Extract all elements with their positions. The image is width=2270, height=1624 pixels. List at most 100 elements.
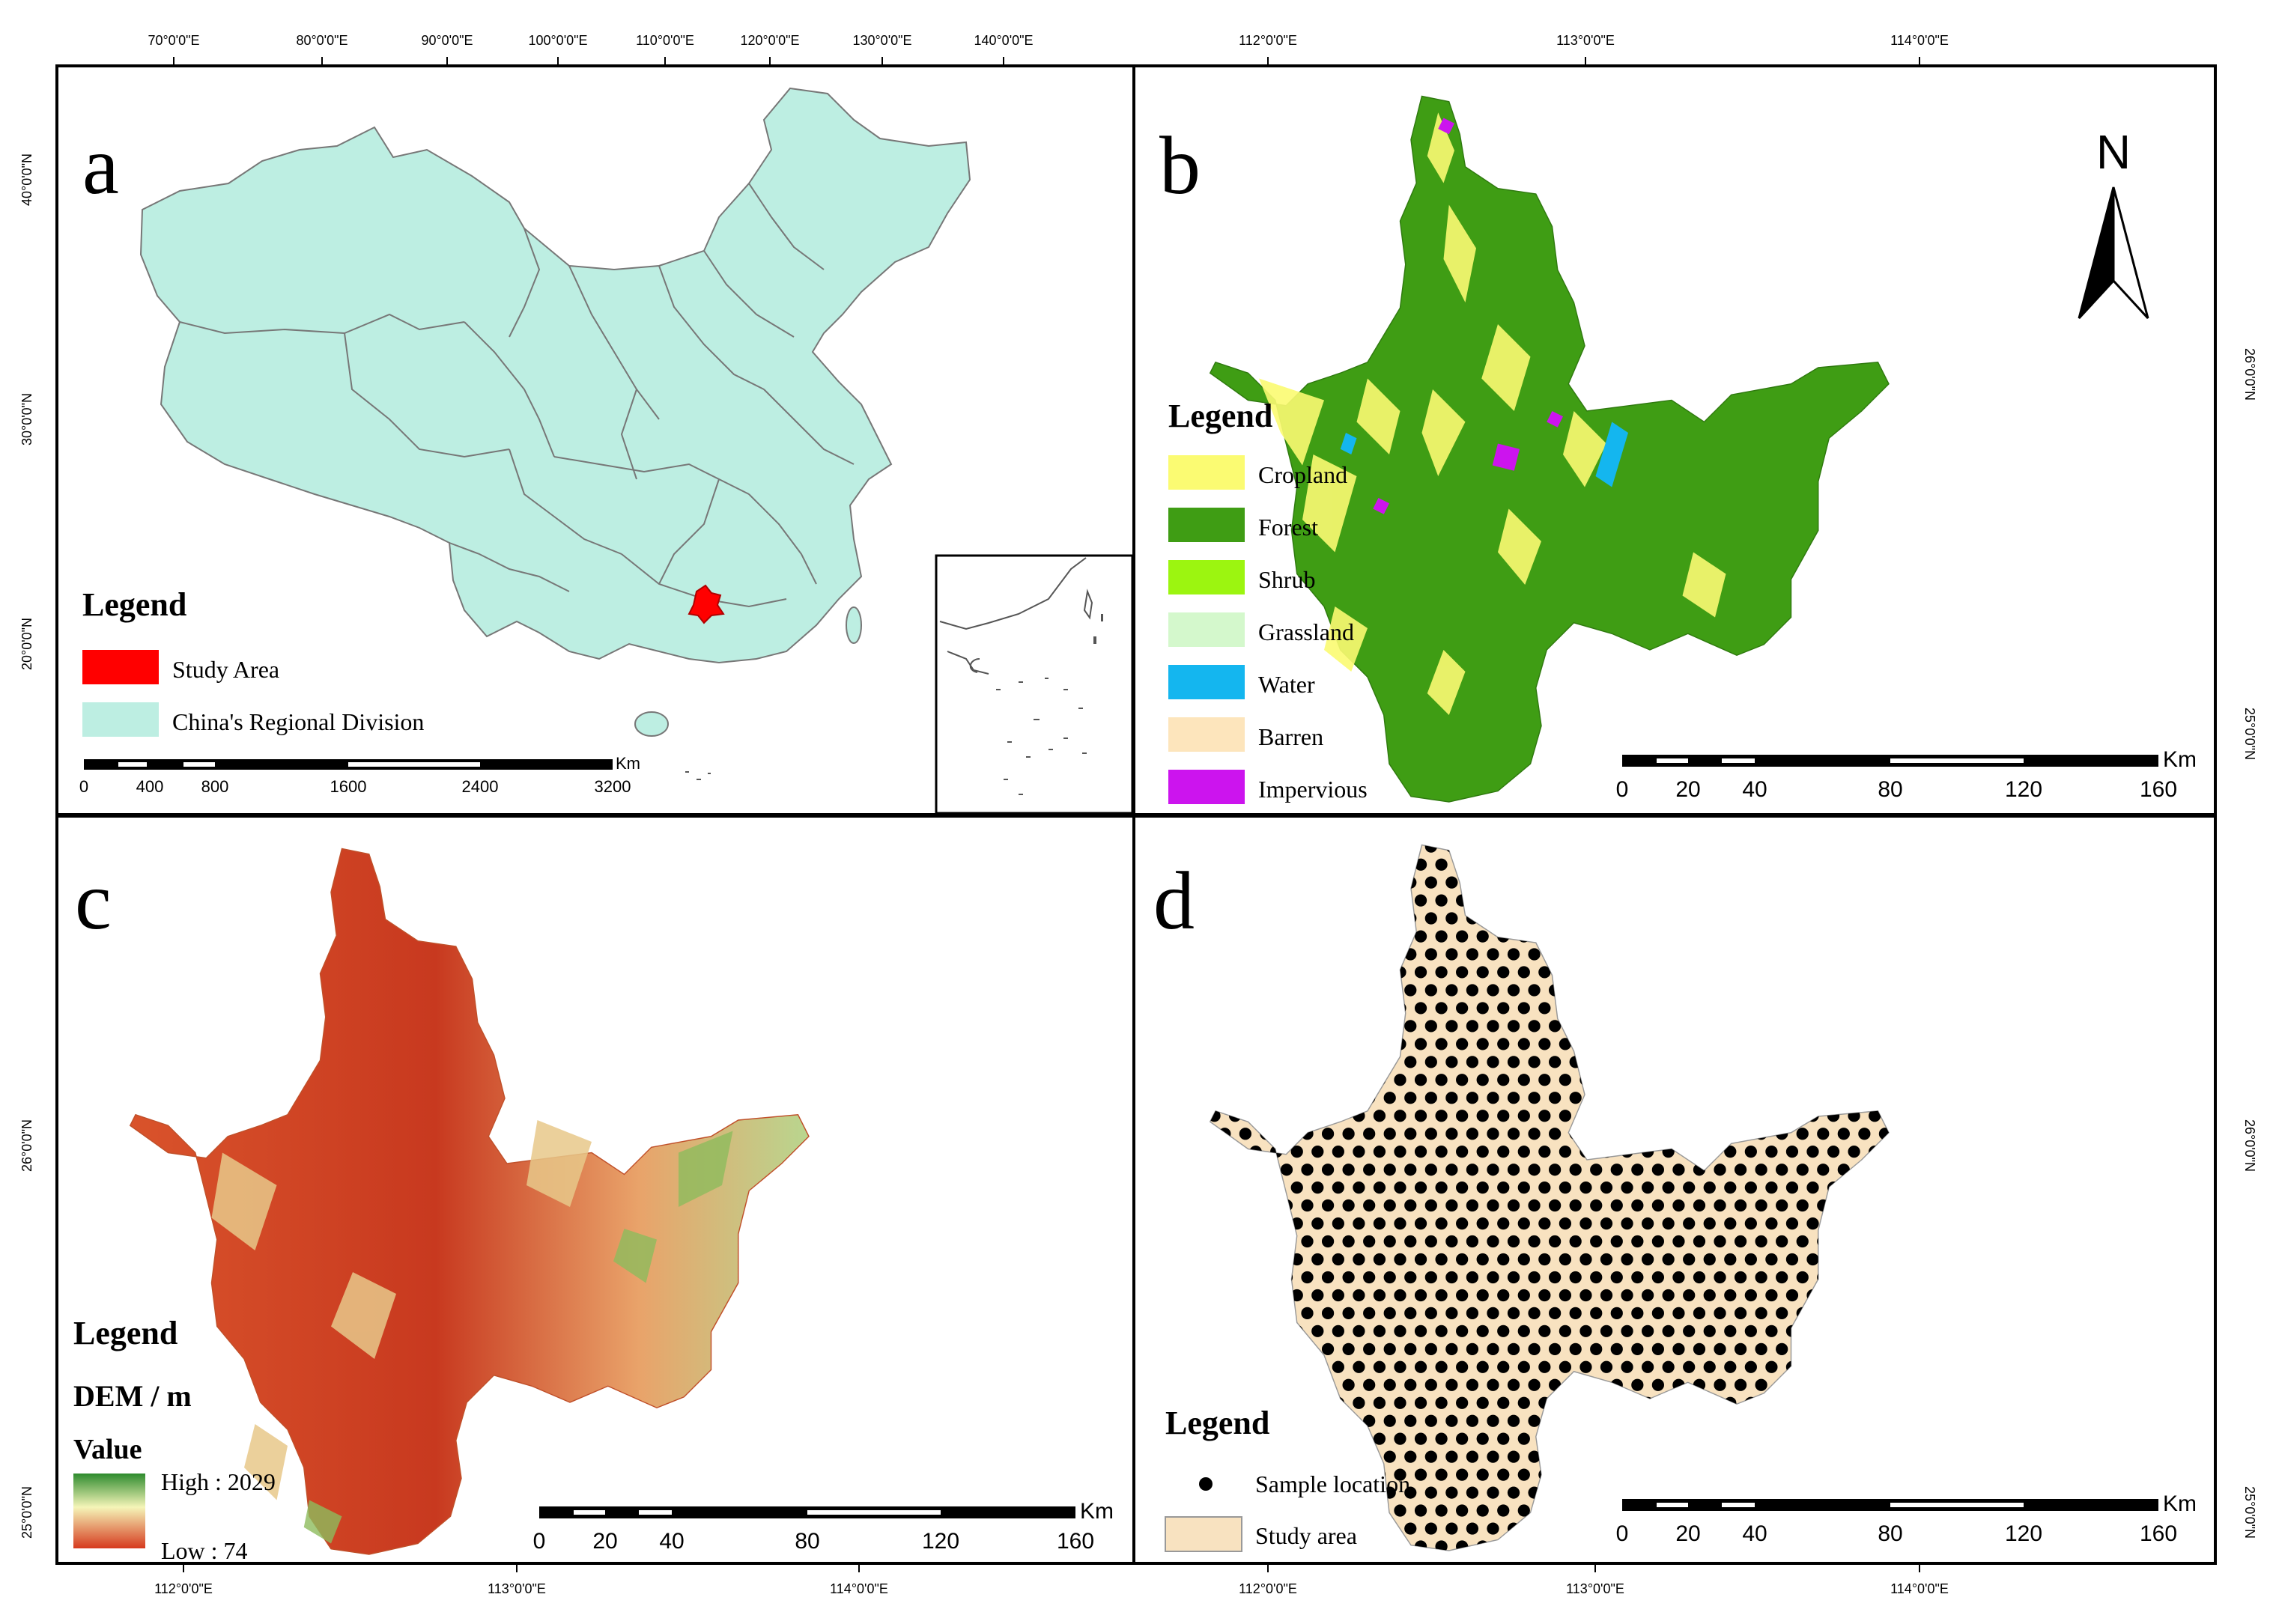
sample-point	[1188, 1074, 1200, 1086]
sample-point	[1321, 1092, 1335, 1104]
sample-point	[1848, 1038, 1860, 1050]
sample-point	[1301, 1414, 1314, 1427]
sample-point	[1445, 1128, 1458, 1140]
sample-point	[1456, 930, 1469, 943]
legend-title-a: Legend	[82, 586, 186, 623]
sample-point	[1301, 1342, 1314, 1355]
sample-point	[1342, 1414, 1355, 1427]
sample-point	[1528, 1342, 1541, 1355]
sample-point	[1796, 1056, 1809, 1068]
sample-point	[1497, 1110, 1510, 1122]
lat-label: 20°0'0"N	[19, 618, 34, 670]
sample-point	[1755, 1378, 1767, 1391]
sample-point	[1621, 823, 1633, 835]
sample-point	[1672, 1342, 1685, 1355]
sample-point	[1610, 912, 1623, 925]
scale-label: 2400	[462, 777, 499, 796]
sample-point	[1383, 1235, 1396, 1248]
sample-point	[1260, 1199, 1272, 1212]
sample-point	[1734, 845, 1747, 853]
sample-point	[1332, 1074, 1344, 1086]
sample-point	[1517, 1110, 1530, 1122]
sample-point	[1651, 845, 1664, 853]
sample-point	[1858, 1414, 1871, 1427]
sample-point	[1869, 823, 1881, 835]
sample-point	[1219, 1378, 1231, 1391]
sample-point	[1249, 1038, 1262, 1050]
sample-point	[1796, 1522, 1809, 1535]
sample-point	[1837, 1378, 1850, 1391]
sample-point	[1837, 1307, 1850, 1320]
sample-point	[1383, 845, 1396, 853]
sample-point	[1507, 1020, 1520, 1033]
sample-point	[1210, 1002, 1221, 1015]
sample-point	[1683, 1181, 1696, 1194]
sample-point	[1424, 948, 1437, 961]
sample-point	[1600, 858, 1613, 871]
lon-label: 114°0'0"E	[1890, 1581, 1949, 1596]
sample-point	[1342, 1378, 1355, 1391]
sample-point	[1796, 876, 1809, 889]
sample-point	[1363, 1128, 1376, 1140]
sample-point	[1765, 930, 1778, 943]
sample-point	[1219, 1271, 1231, 1284]
sample-point	[1776, 912, 1788, 925]
sample-point	[1703, 1002, 1716, 1015]
sample-point	[1363, 1092, 1376, 1104]
sample-point	[1817, 1378, 1830, 1391]
sample-point	[1559, 1181, 1572, 1194]
sample-point	[1848, 823, 1860, 835]
sample-point	[1806, 1146, 1819, 1158]
sample-point	[1301, 1164, 1314, 1176]
sample-point	[1549, 1378, 1562, 1391]
sample-point	[1394, 823, 1406, 835]
sample-point	[1228, 1038, 1242, 1050]
sample-point	[1693, 1020, 1706, 1033]
sample-point	[1219, 1307, 1231, 1320]
sample-point	[1858, 1486, 1871, 1499]
sample-point	[1569, 984, 1582, 997]
sample-point	[1878, 1235, 1890, 1248]
sample-point	[1744, 1074, 1757, 1086]
sample-point	[1641, 1396, 1654, 1409]
sample-point	[1301, 1271, 1314, 1284]
sample-point	[1497, 930, 1510, 943]
sample-point	[1497, 966, 1510, 979]
sample-point	[1785, 1110, 1799, 1122]
sample-point	[1456, 1432, 1469, 1445]
sample-point	[1662, 1325, 1675, 1337]
sample-point	[1445, 1199, 1458, 1212]
sample-point	[1796, 1307, 1809, 1320]
sample-point	[1765, 1396, 1778, 1409]
scale-label: 120	[922, 1529, 959, 1554]
sample-point	[1590, 876, 1603, 889]
sample-point	[1765, 823, 1777, 835]
sample-point	[1600, 1110, 1613, 1122]
sample-point	[1549, 1199, 1562, 1212]
sample-point	[1332, 1360, 1344, 1373]
sample-point	[1703, 1146, 1716, 1158]
sample-point	[1848, 1396, 1860, 1409]
sample-point	[1641, 1468, 1654, 1481]
sample-point	[1641, 1217, 1654, 1230]
sample-point	[1631, 1522, 1644, 1535]
sample-point	[1342, 1056, 1355, 1068]
sample-point	[1848, 1110, 1860, 1122]
sample-point	[1631, 1056, 1644, 1068]
sample-point	[1219, 1450, 1231, 1463]
sample-point	[1487, 1378, 1499, 1391]
sample-point	[1476, 966, 1489, 979]
legend-swatch-grassland	[1168, 612, 1245, 647]
sample-point	[1776, 1486, 1788, 1499]
sample-point	[1724, 1217, 1737, 1230]
sample-point	[1631, 1450, 1644, 1463]
sample-point	[1559, 1432, 1572, 1445]
sample-point	[1559, 1540, 1572, 1551]
sample-point	[1538, 966, 1551, 979]
sample-point	[1301, 876, 1314, 889]
sample-point	[1600, 1074, 1613, 1086]
legend-swatch-shrub	[1168, 560, 1245, 594]
lon-label: 130°0'0"E	[852, 33, 911, 48]
sample-point	[1765, 966, 1778, 979]
sample-point	[1445, 948, 1458, 961]
